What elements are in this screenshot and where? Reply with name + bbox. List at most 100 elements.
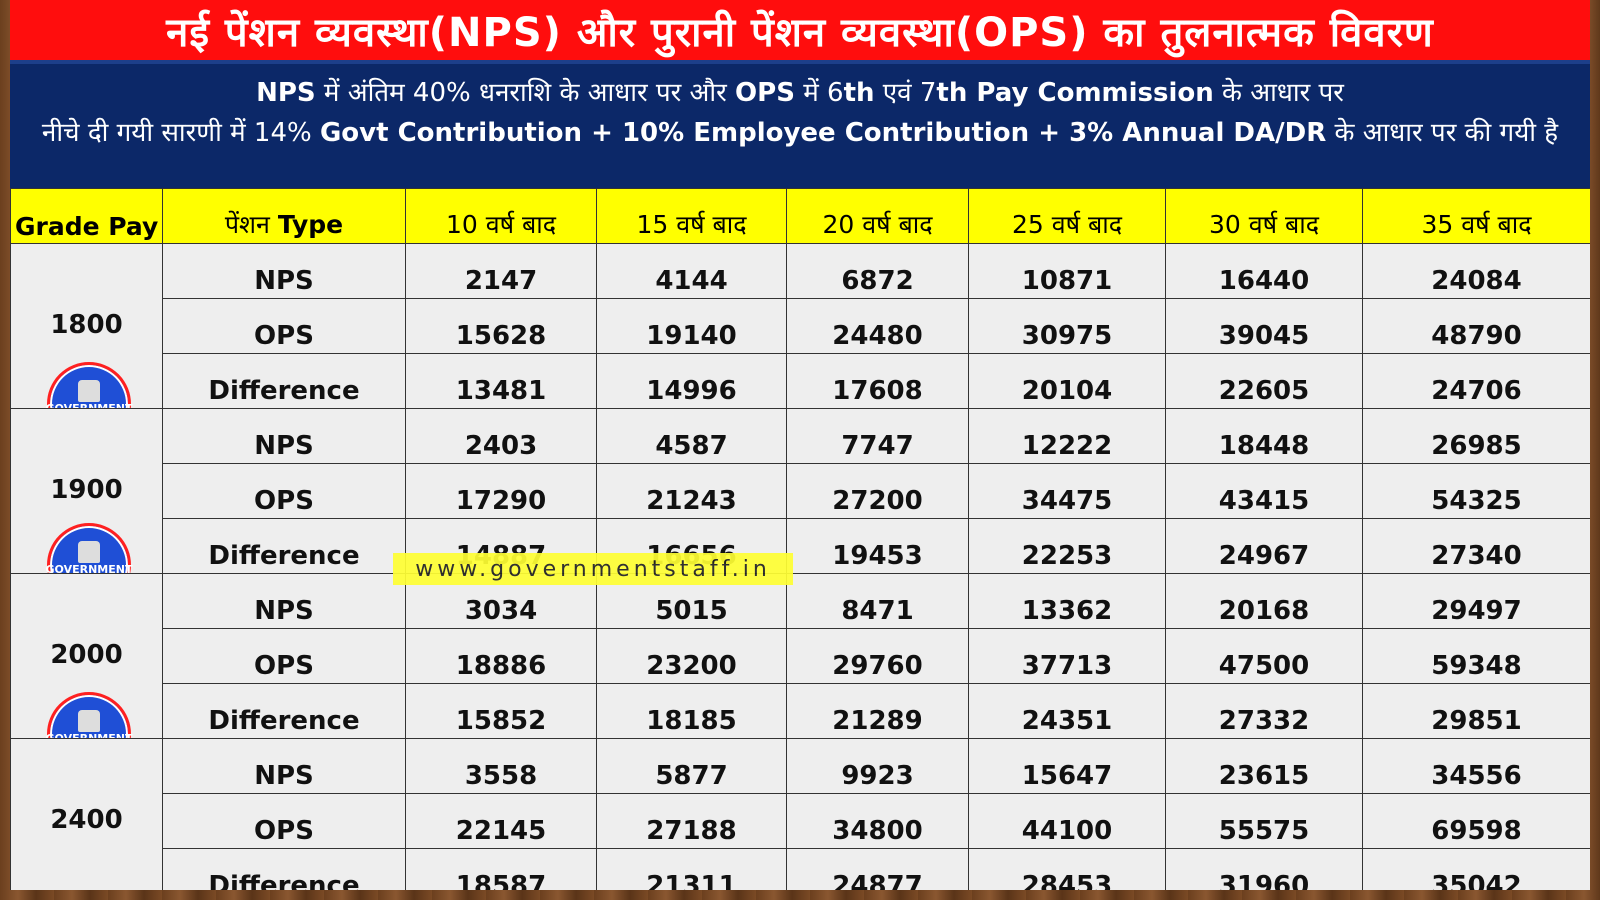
text-segment: में अंतिम 40% धनराशि के आधार पर और <box>315 78 736 108</box>
amount-cell: 12222 <box>968 408 1166 464</box>
pension-type-cell: OPS <box>162 298 406 354</box>
document-frame: नई पेंशन व्यवस्था(NPS) और पुरानी पेंशन व… <box>10 0 1590 890</box>
amount-cell: 23200 <box>596 628 787 684</box>
table-row: OPS 17290 21243 27200 34475 43415 54325 <box>11 463 1590 519</box>
table-row: 1800GOVERNMENTSTAFFNPS214741446872108711… <box>10 243 1590 409</box>
amount-cell: 59348 <box>1362 628 1590 684</box>
table-row: 2000GOVERNMENTSTAFFNPS303450158471133622… <box>10 573 1590 739</box>
header-year: 25 वर्ष बाद <box>968 188 1166 244</box>
pension-type-cell: NPS <box>162 408 406 464</box>
text-segment: में 6 <box>794 78 844 108</box>
amount-cell: 15628 <box>405 298 597 354</box>
amount-cell: 29760 <box>786 628 969 684</box>
emblem-icon <box>78 709 100 732</box>
pension-type-cell: OPS <box>162 793 406 849</box>
amount-cell: 20104 <box>968 353 1166 409</box>
amount-cell: 18448 <box>1165 408 1363 464</box>
government-staff-logo: GOVERNMENTSTAFF <box>45 362 133 409</box>
amount-cell: 2403 <box>405 408 597 464</box>
amount-cell: 48790 <box>1362 298 1590 354</box>
amount-cell: 19453 <box>786 518 969 574</box>
text-segment: के आधार पर <box>1213 78 1344 108</box>
amount-cell: 22145 <box>405 793 597 849</box>
amount-cell: 29851 <box>1362 683 1590 739</box>
header-pension-type-hi: पेंशन <box>224 210 278 239</box>
amount-cell: 24084 <box>1362 243 1590 299</box>
amount-cell: 5877 <box>596 738 787 794</box>
amount-cell: 24877 <box>786 848 969 890</box>
grade-pay-value: 2400 <box>50 805 123 835</box>
amount-cell: 21243 <box>596 463 787 519</box>
amount-cell: 13362 <box>968 573 1166 629</box>
emblem-icon <box>78 379 100 402</box>
amount-cell: 26985 <box>1362 408 1590 464</box>
amount-cell: 27200 <box>786 463 969 519</box>
table-row: Difference 13481 14996 17608 20104 22605 24706 <box>11 353 1590 409</box>
pension-type-cell: NPS <box>162 738 406 794</box>
amount-cell: 4587 <box>596 408 787 464</box>
amount-cell: 34556 <box>1362 738 1590 794</box>
amount-cell: 3558 <box>405 738 597 794</box>
amount-cell: 21311 <box>596 848 787 890</box>
pension-type-cell: OPS <box>162 463 406 519</box>
amount-cell: 7747 <box>786 408 969 464</box>
table-row: Difference148871665619453222532496727340 <box>11 518 1590 574</box>
government-staff-logo: GOVERNMENTSTAFF <box>45 692 133 739</box>
page-title: नई पेंशन व्यवस्था(NPS) और पुरानी पेंशन व… <box>10 0 1590 60</box>
text-segment: OPS <box>735 78 795 108</box>
amount-cell: 24706 <box>1362 353 1590 409</box>
amount-cell: 18587 <box>405 848 597 890</box>
pension-type-cell: NPS <box>162 573 406 629</box>
amount-cell: 6872 <box>786 243 969 299</box>
pension-type-cell: Difference <box>162 353 406 409</box>
header-pension-type-en: Type <box>277 210 344 239</box>
amount-cell: 8471 <box>786 573 969 629</box>
logo-text: GOVERNMENT <box>45 401 133 409</box>
logo-text: GOVERNMENT <box>45 731 133 739</box>
amount-cell: 17290 <box>405 463 597 519</box>
amount-cell: 22253 <box>968 518 1166 574</box>
header-row: Grade Pay पेंशन Type 10 वर्ष बाद 15 वर्ष… <box>10 188 1590 244</box>
table-row: 1900GOVERNMENTSTAFFNPS240345877747122221… <box>10 408 1590 574</box>
amount-cell: 14996 <box>596 353 787 409</box>
table-row: Difference 15852 18185 21289 24351 27332 29851 <box>11 683 1590 739</box>
table-row: OPS 15628 19140 24480 30975 39045 48790 <box>11 298 1590 354</box>
amount-cell: 4144 <box>596 243 787 299</box>
grade-pay-cell: 2400 <box>10 738 163 890</box>
pension-type-cell: Difference <box>162 848 406 890</box>
amount-cell: 18185 <box>596 683 787 739</box>
header-year: 20 वर्ष बाद <box>786 188 969 244</box>
header-grade-pay: Grade Pay <box>10 188 163 244</box>
amount-cell: 47500 <box>1165 628 1363 684</box>
amount-cell: 29497 <box>1362 573 1590 629</box>
pension-type-cell: Difference <box>162 683 406 739</box>
amount-cell: 22605 <box>1165 353 1363 409</box>
description-line-1: NPS में अंतिम 40% धनराशि के आधार पर और O… <box>10 64 1590 110</box>
amount-cell: 15852 <box>405 683 597 739</box>
amount-cell: 15647 <box>968 738 1166 794</box>
header-year: 15 वर्ष बाद <box>596 188 787 244</box>
amount-cell: 19140 <box>596 298 787 354</box>
amount-cell: 27332 <box>1165 683 1363 739</box>
header-year: 30 वर्ष बाद <box>1165 188 1363 244</box>
text-segment: NPS <box>256 78 316 108</box>
amount-cell: 43415 <box>1165 463 1363 519</box>
pension-type-cell: Difference <box>162 518 406 574</box>
amount-cell: 9923 <box>786 738 969 794</box>
amount-cell: 34800 <box>786 793 969 849</box>
emblem-icon <box>78 540 100 563</box>
text-segment: एवं 7 <box>874 78 937 108</box>
amount-cell: 20168 <box>1165 573 1363 629</box>
grade-pay-value: 1900 <box>50 475 123 505</box>
amount-cell: 54325 <box>1362 463 1590 519</box>
header-year: 10 वर्ष बाद <box>405 188 597 244</box>
amount-cell: 37713 <box>968 628 1166 684</box>
pension-comparison-table: Grade Pay पेंशन Type 10 वर्ष बाद 15 वर्ष… <box>10 188 1590 890</box>
header-pension-type: पेंशन Type <box>162 188 406 244</box>
amount-cell: 39045 <box>1165 298 1363 354</box>
amount-cell: 18886 <box>405 628 597 684</box>
table-body: 1800GOVERNMENTSTAFFNPS214741446872108711… <box>10 243 1590 890</box>
text-segment: Govt Contribution + 10% Employee Contrib… <box>319 118 1327 148</box>
amount-cell: 2147 <box>405 243 597 299</box>
text-segment: th Pay Commission <box>936 78 1214 108</box>
